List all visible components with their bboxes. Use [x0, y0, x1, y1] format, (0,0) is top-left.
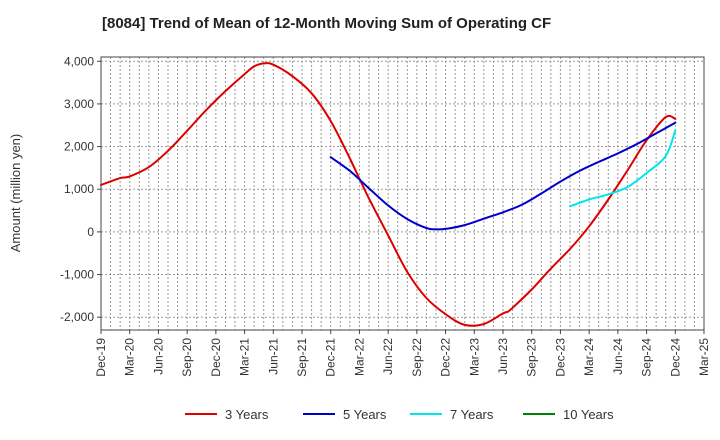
y-tick-label: 4,000	[64, 54, 94, 68]
x-tick-label: Dec-19	[94, 338, 108, 377]
x-tick-label: Mar-25	[697, 338, 711, 376]
series-line-5-years	[329, 121, 677, 231]
x-tick-label: Mar-24	[582, 338, 596, 376]
x-tick-label: Sep-24	[640, 338, 654, 377]
x-tick-label: Mar-20	[123, 338, 137, 376]
y-tick-label: -1,000	[60, 268, 94, 282]
y-tick-label: -2,000	[60, 310, 94, 324]
x-tick-label: Dec-21	[324, 338, 338, 377]
x-tick-label: Jun-22	[381, 338, 395, 375]
x-tick-label: Dec-23	[553, 338, 567, 377]
y-tick-label: 0	[87, 225, 94, 239]
x-tick-label: Jun-24	[611, 338, 625, 375]
series-lines	[100, 62, 677, 327]
series-line-7-years	[569, 129, 677, 208]
legend-label-5-years: 5 Years	[343, 407, 387, 422]
x-tick-label: Sep-23	[525, 338, 539, 377]
x-tick-label: Dec-24	[668, 338, 682, 377]
y-axis-label: Amount (million yen)	[8, 134, 23, 253]
x-tick-label: Sep-20	[180, 338, 194, 377]
x-tick-label: Dec-22	[439, 338, 453, 377]
plot-frame	[100, 56, 705, 331]
x-tick-label: Sep-22	[410, 338, 424, 377]
chart-title: [8084] Trend of Mean of 12-Month Moving …	[102, 15, 551, 32]
x-tick-label: Dec-20	[209, 338, 223, 377]
legend-label-3-years: 3 Years	[225, 407, 269, 422]
x-tick-label: Jun-21	[266, 338, 280, 375]
y-tick-label: 1,000	[64, 182, 94, 196]
y-axis: 4,000 3,000 2,000 1,000 0 -1,000 -2,000	[60, 54, 101, 324]
x-tick-label: Mar-21	[238, 338, 252, 376]
x-tick-label: Sep-21	[295, 338, 309, 377]
x-tick-label: Mar-23	[467, 338, 481, 376]
legend: 3 Years 5 Years 7 Years 10 Years	[185, 407, 614, 422]
legend-label-7-years: 7 Years	[450, 407, 494, 422]
x-tick-label: Jun-23	[496, 338, 510, 375]
y-tick-label: 3,000	[64, 97, 94, 111]
x-tick-label: Mar-22	[352, 338, 366, 376]
legend-label-10-years: 10 Years	[563, 407, 614, 422]
x-axis: Dec-19 Mar-20 Jun-20 Sep-20 Dec-20 Mar-21 Jun-…	[94, 330, 711, 377]
series-line-3-years	[100, 62, 677, 327]
x-tick-label: Jun-20	[151, 338, 165, 375]
y-tick-label: 2,000	[64, 140, 94, 154]
